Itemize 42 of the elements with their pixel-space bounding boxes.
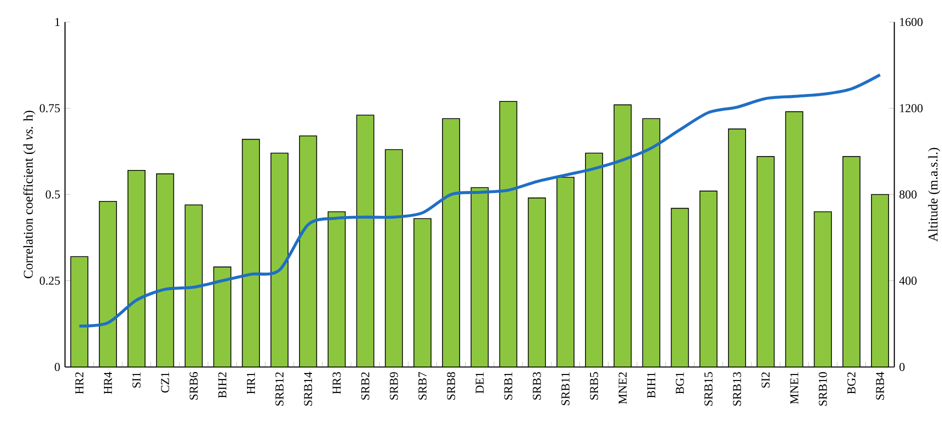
x-tick-label: SRB13 [733, 372, 742, 406]
y-tick-label: 1 [55, 18, 60, 26]
x-tick-label: CZ1 [161, 372, 170, 393]
x-tick-label: SRB6 [190, 372, 198, 400]
y2-tick-label: 800 [900, 190, 917, 199]
line-series [78, 73, 882, 328]
x-tick-label: SRB7 [418, 372, 427, 400]
x-tick-label: MNE1 [790, 372, 798, 404]
y-tick-label: 0 [54, 362, 60, 372]
x-tick-label: SRB10 [818, 372, 827, 406]
x-tick-label: SI2 [762, 372, 770, 388]
y-tick-label: 0.25 [40, 276, 60, 285]
x-tick-label: SRB5 [590, 372, 598, 400]
y2-tick-label: 400 [899, 276, 917, 285]
y2-axis-title: Altitude (m.a.s.l.) [928, 148, 940, 242]
y2-tick-label: 1200 [900, 104, 923, 112]
x-tick-label: SRB2 [361, 372, 370, 400]
x-tick-label: HR2 [75, 372, 84, 394]
x-tick-label: BG1 [676, 372, 684, 394]
y-tick-label: 0.5 [46, 190, 60, 199]
x-tick-label: SRB15 [704, 372, 712, 406]
x-tick-label: BG2 [847, 372, 856, 394]
x-tick-label: BIH2 [218, 372, 226, 398]
x-tick-label: SRB4 [876, 372, 884, 400]
x-tick-label: SRB12 [275, 372, 284, 406]
x-tick-label: MNE2 [618, 372, 627, 404]
x-tick-label: SI1 [132, 372, 141, 388]
x-tick-label: DE1 [476, 372, 484, 394]
x-tick-label: SRB3 [532, 372, 541, 400]
y-tick-label: 0.75 [40, 104, 60, 112]
x-tick-label: HR3 [332, 372, 341, 394]
x-tick-label: BIH1 [647, 372, 656, 398]
x-tick-label: SRB8 [447, 372, 456, 400]
x-tick-label: HR1 [246, 372, 255, 394]
y2-tick-label: 1600 [900, 18, 923, 26]
x-tick-label: HR4 [104, 372, 112, 394]
y-axis-title: Correlation coefficient (d vs. h) [23, 110, 36, 278]
x-tick-label: SRB9 [390, 372, 398, 400]
y2-tick-label: 0 [900, 362, 905, 372]
x-tick-label: SRB1 [504, 372, 512, 400]
x-tick-label: SRB14 [304, 372, 312, 406]
x-tick-label: SRB11 [561, 372, 570, 406]
